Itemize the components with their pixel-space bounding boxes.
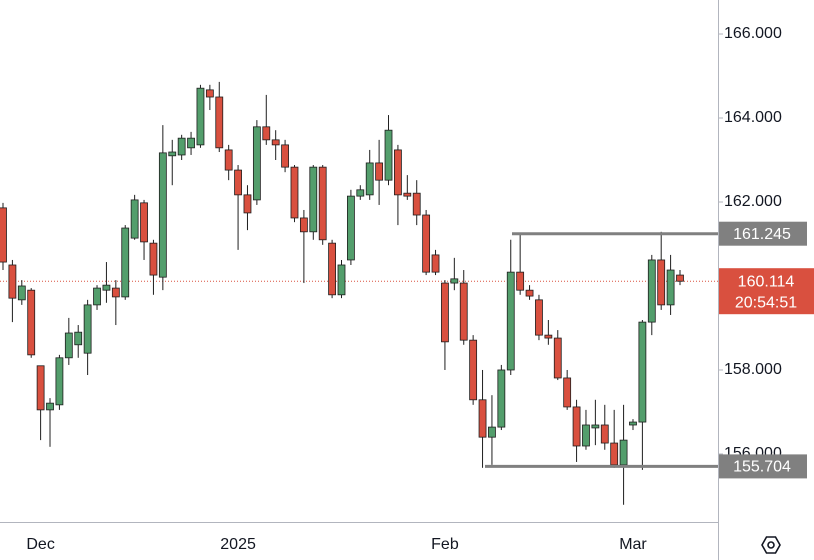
level-label-box <box>719 221 807 246</box>
x-tick-label: Feb <box>431 536 459 553</box>
candle-body <box>676 274 684 282</box>
candle-body <box>441 282 449 343</box>
candle-body <box>205 89 214 98</box>
candle-body <box>0 207 7 263</box>
candle-body <box>187 137 195 149</box>
level-label-box <box>719 454 807 479</box>
candle-body <box>638 321 647 423</box>
candle-body <box>83 304 92 354</box>
candle-body <box>356 189 365 197</box>
candle-body <box>158 152 167 278</box>
candle-body <box>271 139 280 146</box>
settings-dot[interactable] <box>767 541 775 549</box>
candle-body <box>647 259 656 323</box>
last-price-label: 160.114 <box>738 273 795 290</box>
candle-body <box>140 202 148 243</box>
candle-body <box>619 439 628 466</box>
candle-body <box>27 289 36 356</box>
y-tick-label: 158.000 <box>724 361 782 378</box>
level-label: 161.245 <box>733 226 791 243</box>
candle-body <box>215 96 224 149</box>
x-tick-label: Mar <box>619 536 647 553</box>
x-tick-label: Dec <box>26 536 54 553</box>
candle-body <box>365 162 374 196</box>
candle-body <box>318 166 327 241</box>
candle-body <box>177 137 186 156</box>
candle-body <box>196 87 205 146</box>
candle-body <box>403 192 412 197</box>
level-label: 155.704 <box>733 459 791 476</box>
settings-icon[interactable] <box>761 536 781 554</box>
candle-body <box>394 149 402 196</box>
candle-body <box>591 424 600 429</box>
candle-body <box>337 264 346 296</box>
candle-body <box>469 339 478 401</box>
candle-body <box>422 214 431 273</box>
candle-body <box>290 166 299 219</box>
candle-body <box>553 337 562 379</box>
x-tick-label: 2025 <box>220 536 256 553</box>
candle-body <box>525 289 534 297</box>
candle-body <box>168 151 177 157</box>
candle-body <box>8 264 17 299</box>
candle-body <box>224 149 233 171</box>
candle-body <box>431 254 440 273</box>
candle-body <box>535 299 543 336</box>
candle-body <box>74 331 83 346</box>
candle-body <box>46 402 54 411</box>
candle-body <box>234 169 242 196</box>
candle-body <box>412 192 421 216</box>
candle-body <box>459 282 468 341</box>
y-tick-label: 164.000 <box>724 109 782 126</box>
candle-body <box>36 365 45 411</box>
candle-body <box>544 334 553 339</box>
candle-body <box>629 421 637 426</box>
candle-body <box>666 269 675 306</box>
candle-body <box>299 217 308 233</box>
candle-body <box>55 357 64 406</box>
candle-body <box>93 287 101 306</box>
candles <box>0 81 684 505</box>
candle-body <box>328 242 336 296</box>
candle-body <box>610 442 619 466</box>
candle-body <box>121 227 130 298</box>
candle-body <box>600 424 609 444</box>
candle-body <box>130 199 139 239</box>
candle-body <box>243 194 252 214</box>
candle-body <box>657 259 666 306</box>
y-tick-label: 162.000 <box>724 193 782 210</box>
candle-body <box>309 166 318 233</box>
candle-body <box>478 399 487 438</box>
candle-body <box>516 271 525 291</box>
candle-body <box>572 406 581 447</box>
candle-body <box>563 377 572 408</box>
last-price-box <box>719 268 814 315</box>
candle-body <box>262 126 271 141</box>
candle-body <box>111 287 120 298</box>
candle-body <box>64 332 73 359</box>
candle-body <box>102 284 111 291</box>
y-tick-label: 166.000 <box>724 25 782 42</box>
candle-body <box>488 426 496 438</box>
candle-body <box>347 195 355 261</box>
candle-body <box>582 424 590 447</box>
candle-body <box>281 144 289 168</box>
candle-body <box>252 126 261 201</box>
candle-body <box>506 271 515 371</box>
candle-body <box>497 369 506 428</box>
candle-body <box>450 278 459 284</box>
candle-body <box>384 129 393 181</box>
candle-body <box>375 162 384 181</box>
candle-body <box>17 285 26 301</box>
countdown-label: 20:54:51 <box>735 294 797 311</box>
settings-hexagon[interactable] <box>761 536 781 554</box>
candle-body <box>149 242 158 276</box>
